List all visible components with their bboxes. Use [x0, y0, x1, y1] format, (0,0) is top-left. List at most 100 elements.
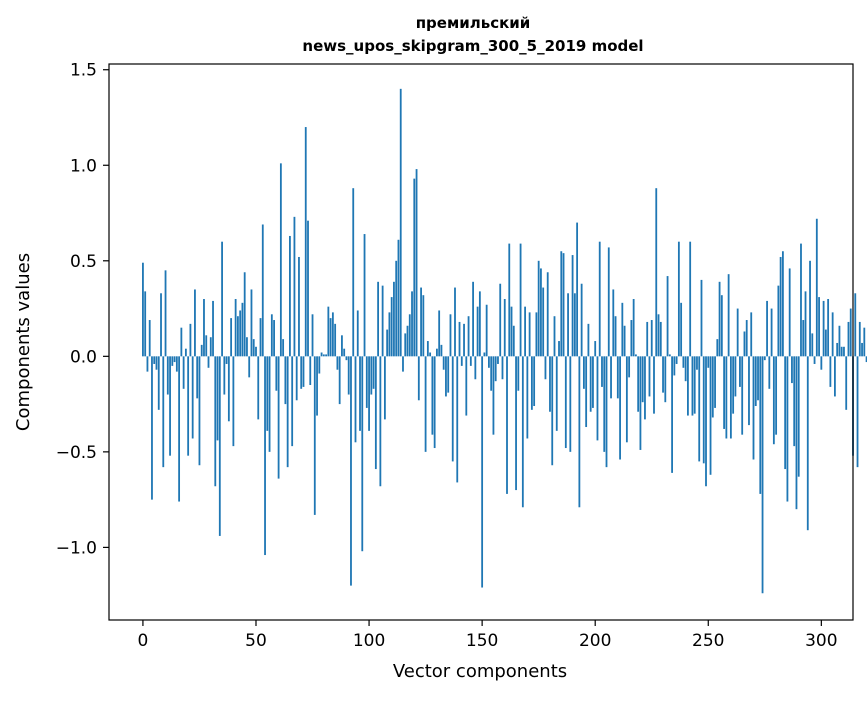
bar — [571, 255, 574, 357]
bar — [255, 346, 257, 357]
bar — [191, 356, 194, 439]
bar — [454, 287, 456, 357]
bar — [207, 356, 210, 368]
bar — [693, 356, 696, 414]
bar — [377, 281, 380, 357]
bar — [494, 356, 497, 382]
bar — [252, 339, 255, 357]
bar — [420, 287, 422, 357]
bar — [329, 318, 332, 357]
bar — [607, 247, 610, 357]
bar — [368, 356, 370, 431]
bar — [845, 356, 848, 410]
bar — [218, 356, 221, 536]
bar — [644, 356, 646, 420]
bar — [209, 337, 212, 357]
bar — [469, 356, 472, 366]
bar — [551, 356, 554, 466]
bar — [632, 299, 635, 357]
bar — [422, 295, 425, 357]
bar — [562, 253, 565, 357]
bar — [338, 356, 341, 405]
bar — [723, 356, 726, 429]
bar — [365, 356, 368, 408]
bar — [442, 356, 445, 370]
bar — [440, 344, 443, 357]
bar — [488, 356, 490, 368]
bar — [467, 316, 470, 357]
bar — [506, 356, 508, 494]
bar — [241, 302, 244, 357]
x-tick-label: 50 — [245, 631, 267, 651]
x-axis-label: Vector components — [393, 661, 567, 682]
bar — [578, 356, 581, 508]
bar — [732, 356, 735, 414]
bar — [770, 308, 773, 357]
y-tick-label: 1.5 — [70, 61, 97, 81]
bar — [791, 356, 793, 384]
x-tick-label: 300 — [805, 631, 837, 651]
bar — [637, 356, 640, 412]
bar — [573, 293, 576, 357]
bar — [449, 314, 452, 357]
bar — [282, 339, 285, 357]
bar — [601, 356, 603, 387]
bar — [748, 356, 750, 426]
bar — [327, 306, 330, 357]
bar — [359, 356, 361, 431]
bar — [417, 356, 420, 401]
bar — [388, 312, 391, 357]
bar — [840, 346, 843, 357]
bar — [492, 356, 495, 435]
chart-title-line-1: премильский — [416, 14, 531, 32]
bar — [630, 320, 633, 357]
bar — [221, 241, 223, 357]
bar — [501, 356, 504, 380]
bar — [286, 356, 289, 468]
bar — [490, 356, 493, 391]
bar — [691, 356, 694, 416]
bar — [698, 356, 701, 462]
y-axis-label: Components values — [13, 253, 34, 431]
bar — [460, 356, 463, 366]
bar — [268, 356, 271, 452]
bar — [508, 243, 511, 357]
bar — [350, 356, 352, 586]
bar — [395, 260, 398, 357]
bar — [743, 331, 746, 357]
x-tick-label: 100 — [353, 631, 385, 651]
bar — [843, 346, 845, 357]
bar — [431, 356, 434, 435]
bar — [655, 188, 658, 357]
bar — [320, 352, 323, 357]
bar — [307, 220, 309, 357]
bar — [270, 314, 273, 357]
bar — [781, 251, 784, 357]
bar — [352, 188, 355, 357]
bar — [806, 356, 809, 531]
bar — [261, 224, 264, 357]
bar — [234, 299, 237, 357]
bar — [671, 356, 673, 473]
bar — [289, 235, 291, 357]
bar — [580, 283, 583, 357]
bar — [761, 356, 764, 594]
bar — [239, 310, 242, 357]
bar — [415, 169, 418, 357]
bar — [485, 304, 488, 357]
bar — [802, 320, 805, 357]
bar — [426, 341, 429, 357]
bar — [648, 356, 651, 397]
y-tick-label: 0.0 — [70, 347, 97, 367]
bar — [546, 272, 549, 357]
bar — [379, 356, 382, 487]
bar — [162, 356, 165, 468]
bar — [175, 356, 178, 372]
bar — [662, 356, 664, 393]
bar — [592, 356, 594, 408]
bar — [393, 281, 395, 357]
bar — [291, 356, 294, 447]
bar — [325, 354, 327, 357]
bar — [171, 356, 174, 366]
